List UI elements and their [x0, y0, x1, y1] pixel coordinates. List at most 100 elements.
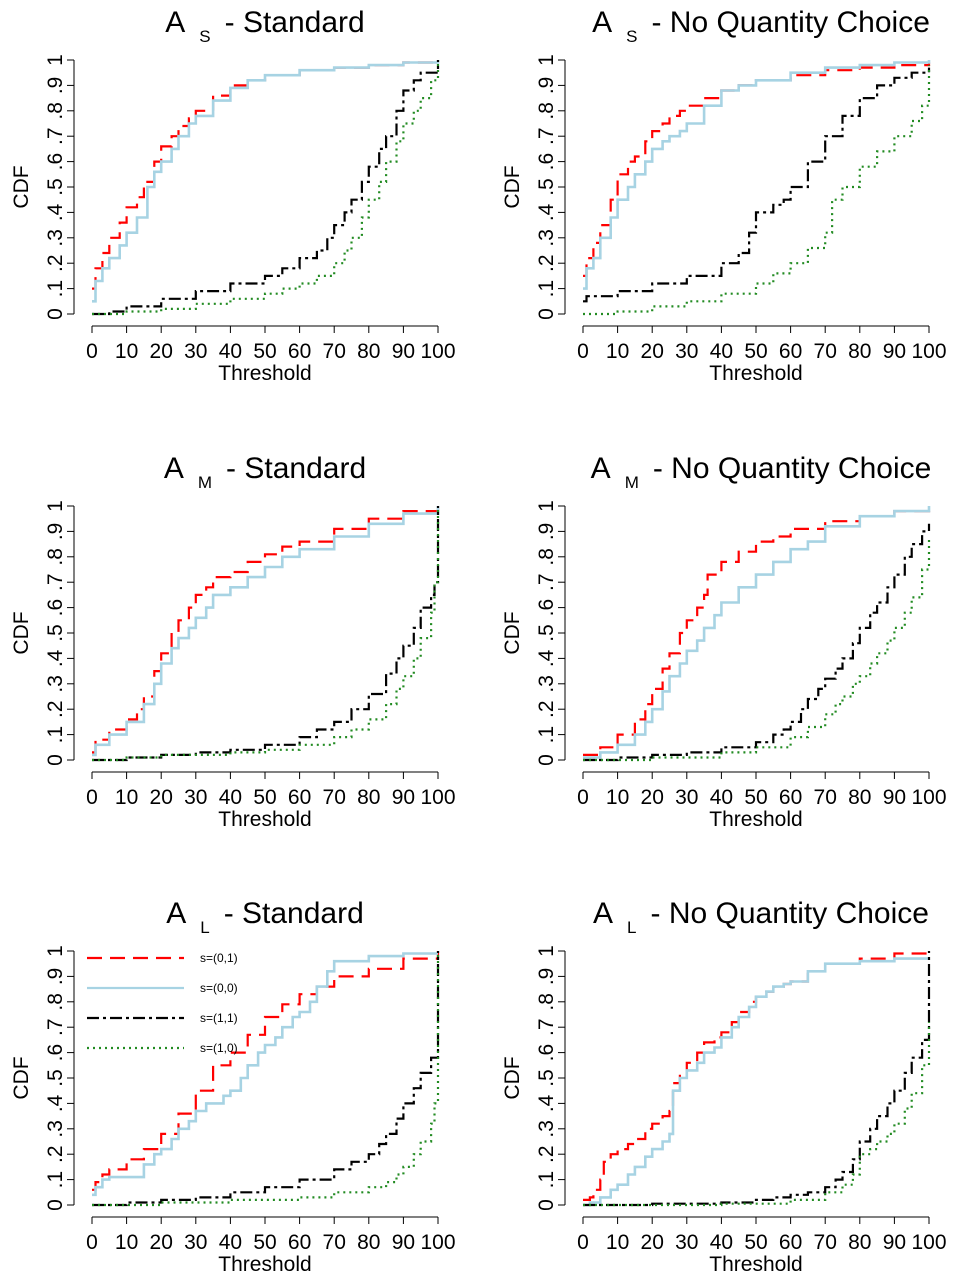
- x-tick-label: 20: [641, 1231, 664, 1254]
- y-tick-label: .5: [44, 178, 67, 196]
- series-line-s11: [92, 951, 440, 1207]
- x-tick-label: 10: [115, 1231, 138, 1254]
- x-axis-label: Threshold: [709, 808, 802, 831]
- y-tick-label: .7: [44, 127, 67, 145]
- x-tick-label: 30: [675, 340, 698, 363]
- x-tick-label: 90: [392, 340, 415, 363]
- y-tick-label: 1: [44, 500, 67, 512]
- x-tick-label: 40: [710, 340, 733, 363]
- x-tick-label: 90: [883, 786, 906, 809]
- title-main: A: [592, 6, 612, 39]
- y-tick-label: .7: [535, 573, 558, 591]
- series-line-s01: [92, 506, 440, 754]
- y-tick-label: .3: [44, 229, 67, 247]
- y-tick-label: .2: [44, 1145, 67, 1163]
- series-line-s10: [92, 951, 440, 1207]
- y-tick-label: .7: [44, 573, 67, 591]
- y-tick-label: .1: [44, 726, 67, 744]
- y-tick-label: .4: [44, 1094, 67, 1112]
- title-main: A: [164, 452, 184, 485]
- y-tick-label: .2: [44, 700, 67, 718]
- y-tick-label: .6: [535, 1044, 558, 1062]
- title-subscript: M: [625, 473, 639, 492]
- x-axis-label: Threshold: [709, 1253, 802, 1276]
- x-tick-label: 90: [392, 1231, 415, 1254]
- x-tick-label: 30: [184, 340, 207, 363]
- series-line-s01: [583, 951, 931, 1201]
- y-tick-label: .4: [44, 203, 67, 221]
- y-tick-label: .2: [44, 254, 67, 272]
- y-tick-label: .8: [44, 548, 67, 566]
- y-tick-label: .6: [44, 1044, 67, 1062]
- y-tick-label: .2: [535, 700, 558, 718]
- y-tick-label: .7: [535, 127, 558, 145]
- y-tick-label: .3: [44, 675, 67, 693]
- x-tick-label: 40: [219, 1231, 242, 1254]
- x-tick-label: 0: [577, 1231, 589, 1254]
- x-tick-label: 50: [744, 340, 767, 363]
- x-tick-label: 60: [288, 1231, 311, 1254]
- series-line-s10: [583, 65, 931, 316]
- x-tick-label: 60: [288, 786, 311, 809]
- y-tick-label: 1: [44, 54, 67, 66]
- x-tick-label: 80: [357, 786, 380, 809]
- x-tick-label: 100: [911, 340, 946, 363]
- series-line-s11: [92, 60, 440, 316]
- x-tick-label: 80: [848, 1231, 871, 1254]
- x-tick-label: 20: [150, 1231, 173, 1254]
- y-tick-label: .9: [535, 968, 558, 986]
- y-tick-label: 1: [535, 945, 558, 957]
- x-tick-label: 10: [606, 340, 629, 363]
- y-tick-label: .8: [44, 993, 67, 1011]
- series-line-s10: [92, 506, 440, 762]
- x-tick-label: 50: [744, 1231, 767, 1254]
- series-line-s10: [583, 1022, 931, 1207]
- x-tick-label: 40: [710, 786, 733, 809]
- y-axis-label: CDF: [501, 1056, 524, 1099]
- x-tick-label: 50: [253, 340, 276, 363]
- x-tick-label: 100: [911, 1231, 946, 1254]
- x-tick-label: 30: [184, 786, 207, 809]
- series-line-s00: [92, 60, 440, 303]
- y-tick-label: 1: [535, 54, 558, 66]
- y-tick-label: .4: [535, 649, 558, 667]
- x-tick-label: 100: [420, 340, 455, 363]
- y-tick-label: .1: [535, 280, 558, 298]
- x-axis-label: Threshold: [218, 1253, 311, 1276]
- y-tick-label: .1: [44, 280, 67, 298]
- y-tick-label: .9: [44, 77, 67, 95]
- y-tick-label: .1: [535, 726, 558, 744]
- x-tick-label: 0: [86, 1231, 98, 1254]
- y-tick-label: .6: [44, 153, 67, 171]
- y-tick-label: .1: [44, 1171, 67, 1189]
- title-subscript: S: [199, 27, 210, 46]
- legend-label-s11: s=(1,1): [200, 1011, 238, 1025]
- x-tick-label: 80: [357, 340, 380, 363]
- x-axis-label: Threshold: [709, 362, 802, 385]
- series-line-s11: [583, 523, 931, 762]
- y-tick-label: .8: [535, 102, 558, 120]
- x-tick-label: 0: [577, 786, 589, 809]
- series-line-s11: [92, 506, 440, 762]
- y-tick-label: .3: [535, 675, 558, 693]
- title-suffix: - Standard: [226, 452, 366, 485]
- y-tick-label: .2: [535, 1145, 558, 1163]
- y-tick-label: .2: [535, 254, 558, 272]
- y-axis-label: CDF: [501, 611, 524, 654]
- x-tick-label: 10: [606, 1231, 629, 1254]
- series-line-s11: [583, 951, 931, 1207]
- x-tick-label: 70: [814, 786, 837, 809]
- series-line-s10: [583, 536, 931, 762]
- y-tick-label: 0: [535, 1199, 558, 1211]
- x-tick-label: 40: [219, 340, 242, 363]
- series-line-s00: [92, 952, 438, 1197]
- x-tick-label: 20: [150, 786, 173, 809]
